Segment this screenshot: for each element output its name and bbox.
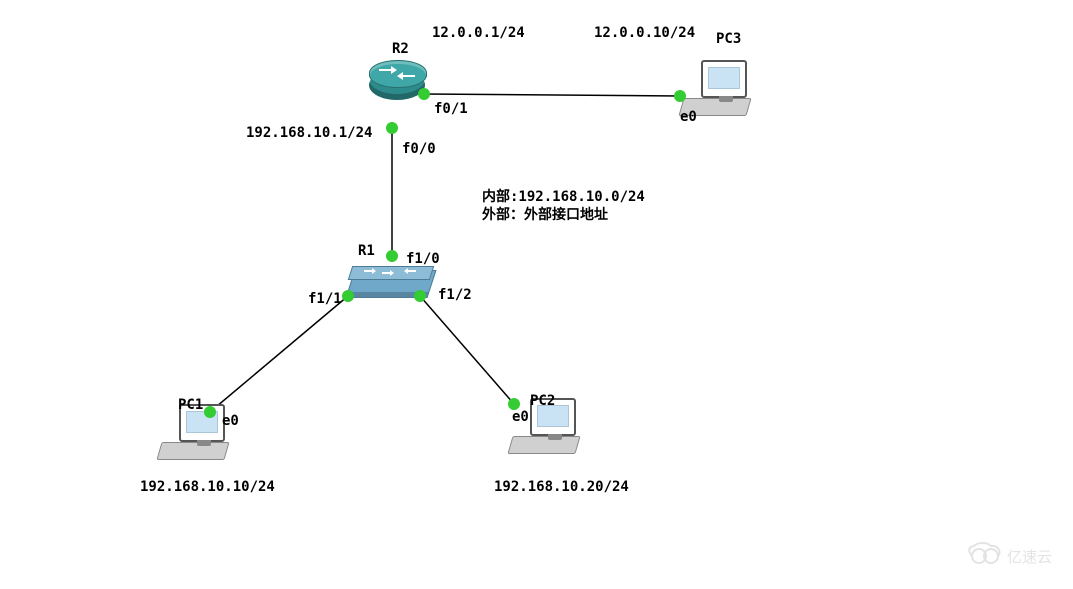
annotation-internal: 内部:192.168.10.0/24: [482, 188, 645, 208]
label-r1: R1: [358, 242, 375, 262]
port-r1-f1-1: [342, 290, 354, 302]
port-pc1-e0: [204, 406, 216, 418]
port-label-pc3-e0: e0: [680, 108, 697, 128]
port-label-f0-1: f0/1: [434, 100, 468, 120]
router-r2: [369, 60, 425, 116]
label-pc2: PC2: [530, 392, 555, 412]
label-pc1: PC1: [178, 396, 203, 416]
watermark: 亿速云: [965, 541, 1055, 571]
port-label-pc1-e0: e0: [222, 412, 239, 432]
port-pc3-e0: [674, 90, 686, 102]
port-r2-f0-0: [386, 122, 398, 134]
addr-pc3-top: 12.0.0.10/24: [594, 24, 695, 44]
port-label-f1-1: f1/1: [308, 290, 342, 310]
network-diagram: { "diagram": { "type": "network", "backg…: [0, 0, 1073, 589]
router-arrows-icon: [375, 64, 419, 82]
port-label-f1-2: f1/2: [438, 286, 472, 306]
label-r2: R2: [392, 40, 409, 60]
watermark-text: 亿速云: [1007, 549, 1052, 566]
annotation-external: 外部：外部接口地址: [482, 206, 608, 226]
addr-pc1: 192.168.10.10/24: [140, 478, 275, 498]
addr-pc2: 192.168.10.20/24: [494, 478, 629, 498]
port-label-f0-0: f0/0: [402, 140, 436, 160]
addr-r2-top: 12.0.0.1/24: [432, 24, 525, 44]
port-r1-f1-0: [386, 250, 398, 262]
connection-lines: [0, 0, 1073, 589]
port-r2-f0-1: [418, 88, 430, 100]
label-pc3: PC3: [716, 30, 741, 50]
addr-r2-left: 192.168.10.1/24: [246, 124, 372, 144]
port-label-pc2-e0: e0: [512, 408, 529, 428]
port-r1-f1-2: [414, 290, 426, 302]
port-label-f1-0: f1/0: [406, 250, 440, 270]
